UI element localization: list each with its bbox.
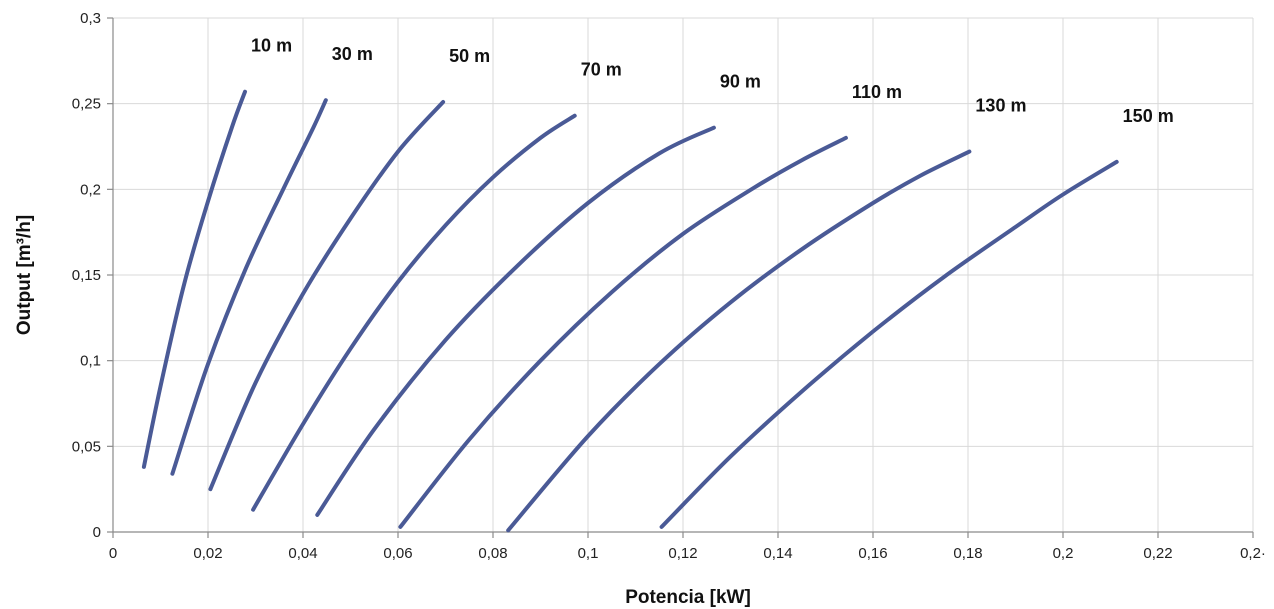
series-line-30-m <box>170 98 328 476</box>
series-line-50-m <box>208 100 446 492</box>
y-tick-label: 0,05 <box>72 438 101 455</box>
series-line-10-m <box>141 89 247 469</box>
y-tick-label: 0,1 <box>80 353 101 370</box>
series-label: 150 m <box>1123 106 1174 126</box>
series-label: 110 m <box>852 82 902 102</box>
x-tick-label: 0,16 <box>858 545 887 562</box>
x-tick-label: 0,1 <box>578 545 599 562</box>
y-tick-label: 0,3 <box>80 10 101 27</box>
x-tick-label: 0,14 <box>763 545 792 562</box>
x-tick-label: 0 <box>109 545 117 562</box>
series-line-70-m <box>251 113 577 512</box>
axes: 0 0,02 0,04 0,06 0,08 0,1 0,12 0,14 0,16 0,18 0,2 0… <box>72 10 1266 562</box>
x-tick-label: 0,02 <box>193 545 222 562</box>
y-axis-title: Output [m³/h] <box>14 215 35 335</box>
series-label: 70 m <box>581 60 622 80</box>
x-tick-label: 0,22 <box>1143 545 1172 562</box>
series-label: 10 m <box>251 36 292 56</box>
y-tick-label: 0,15 <box>72 267 101 284</box>
grid <box>113 17 1254 532</box>
x-tick-label: 0,12 <box>668 545 697 562</box>
series-label: 130 m <box>975 96 1026 116</box>
series-line-90-m <box>315 125 716 517</box>
series-lines <box>141 89 1119 533</box>
series-line-110-m <box>398 135 848 529</box>
series-line-130-m <box>506 149 972 533</box>
series-labels: 10 m 30 m 50 m 70 m 90 m 110 m 130 m 150 m <box>251 36 1174 126</box>
y-tick-label: 0 <box>93 524 101 541</box>
x-axis-title: Potencia [kW] <box>625 587 751 608</box>
x-tick-label: 0,2· <box>1240 545 1266 562</box>
x-tick-label: 0,06 <box>383 545 412 562</box>
x-tick-label: 0,08 <box>478 545 507 562</box>
series-label: 90 m <box>720 72 761 92</box>
series-line-150-m <box>659 159 1119 529</box>
series-label: 30 m <box>332 44 373 64</box>
y-tick-label: 0,2 <box>80 181 101 198</box>
x-tick-label: 0,2 <box>1053 545 1074 562</box>
series-label: 50 m <box>449 46 490 66</box>
x-tick-label: 0,18 <box>953 545 982 562</box>
y-tick-label: 0,25 <box>72 96 101 113</box>
x-tick-label: 0,04 <box>288 545 317 562</box>
